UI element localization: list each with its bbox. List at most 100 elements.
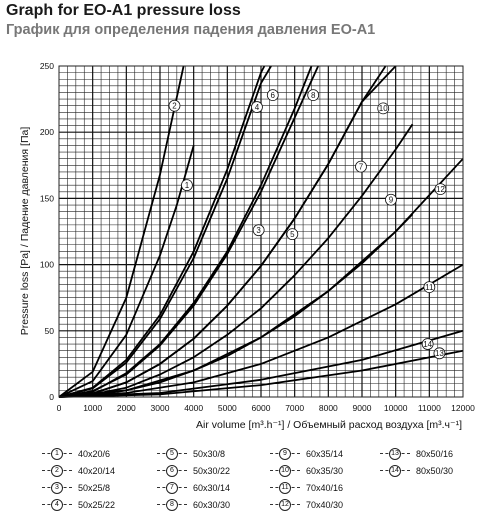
legend-label: 40x20/6 — [78, 449, 111, 459]
legend-number: 1 — [51, 448, 63, 460]
curve-label-circle — [433, 347, 446, 360]
legend-number: 4 — [51, 499, 63, 511]
curve-label-1: 1 — [181, 179, 193, 192]
curve-8 — [58, 65, 320, 398]
curve-label-3: 3 — [252, 224, 265, 237]
x-tick-label: 0 — [57, 403, 62, 413]
curve-label-13: 13 — [433, 347, 446, 360]
curve-label-number: 14 — [423, 340, 432, 349]
legend-label: 50x25/8 — [78, 483, 111, 493]
legend-number: 11 — [279, 482, 291, 494]
y-axis-ticks: 0 50 100 150 200 250 — [40, 61, 54, 402]
x-tick-label: 5000 — [218, 403, 237, 413]
legend-label: 50x30/8 — [193, 449, 226, 459]
legend-label: 60x35/30 — [306, 466, 344, 476]
plot-frame — [58, 65, 464, 398]
legend-number: 8 — [166, 499, 178, 511]
curve-label-14: 14 — [421, 338, 434, 350]
legend-number: 7 — [166, 482, 178, 494]
x-tick-label: 12000 — [451, 403, 475, 413]
curve-6 — [58, 65, 272, 398]
y-tick-label: 100 — [40, 260, 54, 270]
legend-number: 10 — [279, 465, 291, 477]
chart-title: Graph for EO-A1 pressure loss — [6, 2, 241, 19]
curve-label-circle — [385, 193, 397, 206]
y-axis-label: Pressure loss [Pa] / Падение давления [П… — [19, 127, 31, 336]
curve-label-9: 9 — [385, 193, 397, 206]
curve-label-number: 6 — [271, 91, 276, 100]
curve-label-circle — [181, 179, 193, 192]
legend-label: 50x25/22 — [78, 500, 116, 510]
y-tick-label: 250 — [40, 61, 54, 71]
curve-label-circle — [307, 89, 320, 102]
curve-label-number: 9 — [389, 196, 394, 205]
curve-7 — [58, 123, 414, 398]
curve-label-8: 8 — [307, 89, 320, 102]
curve-label-number: 10 — [379, 104, 388, 113]
legend-number: 14 — [389, 465, 401, 477]
legend-label: 70x40/16 — [306, 483, 344, 493]
curve-label-circle — [421, 338, 434, 350]
x-tick-label: 8000 — [319, 403, 338, 413]
curve-label-7: 7 — [355, 160, 367, 173]
curve-label-11: 11 — [423, 281, 436, 294]
legend-number: 6 — [166, 465, 178, 477]
pressure-loss-chart: 0 1000 2000 3000 4000 5000 6000 7000 8000 9000 100… — [19, 61, 475, 431]
x-tick-label: 2000 — [117, 403, 136, 413]
legend-label: 70x40/30 — [306, 500, 344, 510]
legend-number: 9 — [279, 448, 291, 460]
legend-label: 80x50/16 — [416, 449, 454, 459]
y-tick-label: 50 — [45, 326, 55, 336]
x-axis-label: Air volume [m³.h⁻¹] / Объемный расход во… — [196, 419, 462, 431]
y-tick-label: 200 — [40, 127, 54, 137]
curve-13 — [58, 349, 464, 398]
curve-10 — [58, 65, 397, 398]
curve-label-number: 12 — [436, 185, 445, 194]
x-tick-label: 1000 — [83, 403, 102, 413]
x-tick-label: 9000 — [353, 403, 372, 413]
curve-label-circle — [355, 160, 367, 173]
legend-number: 13 — [389, 448, 401, 460]
curve-label-10: 10 — [377, 102, 390, 115]
x-tick-label: 3000 — [151, 403, 170, 413]
curve-label-number: 11 — [425, 283, 434, 292]
curve-11 — [58, 263, 464, 398]
curve-label-circle — [434, 183, 447, 196]
curve-label-circle — [377, 102, 390, 115]
curve-14 — [58, 329, 464, 398]
legend-number: 2 — [51, 465, 63, 477]
curve-label-number: 8 — [311, 91, 316, 100]
legend-label: 60x30/14 — [193, 483, 231, 493]
x-tick-label: 4000 — [184, 403, 203, 413]
y-tick-label: 0 — [49, 392, 54, 402]
legend-label: 80x50/30 — [416, 466, 454, 476]
legend-number: 3 — [51, 482, 63, 494]
legend-label: 50x30/22 — [193, 466, 231, 476]
curve-label-6: 6 — [266, 89, 279, 102]
curve-label-circle — [168, 99, 181, 112]
legend-label: 60x35/14 — [306, 449, 344, 459]
curve-label-number: 1 — [185, 181, 190, 190]
curve-12 — [58, 158, 464, 398]
x-tick-label: 11000 — [418, 403, 441, 413]
curve-label-number: 2 — [172, 102, 177, 111]
curve-label-number: 4 — [255, 103, 260, 112]
curve-2 — [58, 65, 185, 398]
x-tick-label: 6000 — [252, 403, 271, 413]
curve-label-12: 12 — [434, 183, 447, 196]
curve-label-number: 3 — [256, 226, 261, 235]
legend-number: 12 — [279, 499, 291, 511]
curve-label-5: 5 — [286, 228, 299, 241]
curve-label-circle — [423, 281, 436, 294]
curve-label-number: 7 — [359, 162, 364, 171]
curve-label-4: 4 — [251, 101, 263, 113]
curve-1 — [58, 145, 195, 398]
curve-label-circle — [252, 224, 265, 237]
curve-label-circle — [266, 89, 279, 102]
curve-label-circle — [286, 228, 299, 241]
x-axis-ticks: 0 1000 2000 3000 4000 5000 6000 7000 8000 9000 100… — [57, 403, 475, 413]
curves — [58, 65, 464, 398]
curve-label-number: 13 — [435, 349, 444, 358]
x-tick-label: 10000 — [384, 403, 408, 413]
legend-label: 60x30/30 — [193, 500, 231, 510]
